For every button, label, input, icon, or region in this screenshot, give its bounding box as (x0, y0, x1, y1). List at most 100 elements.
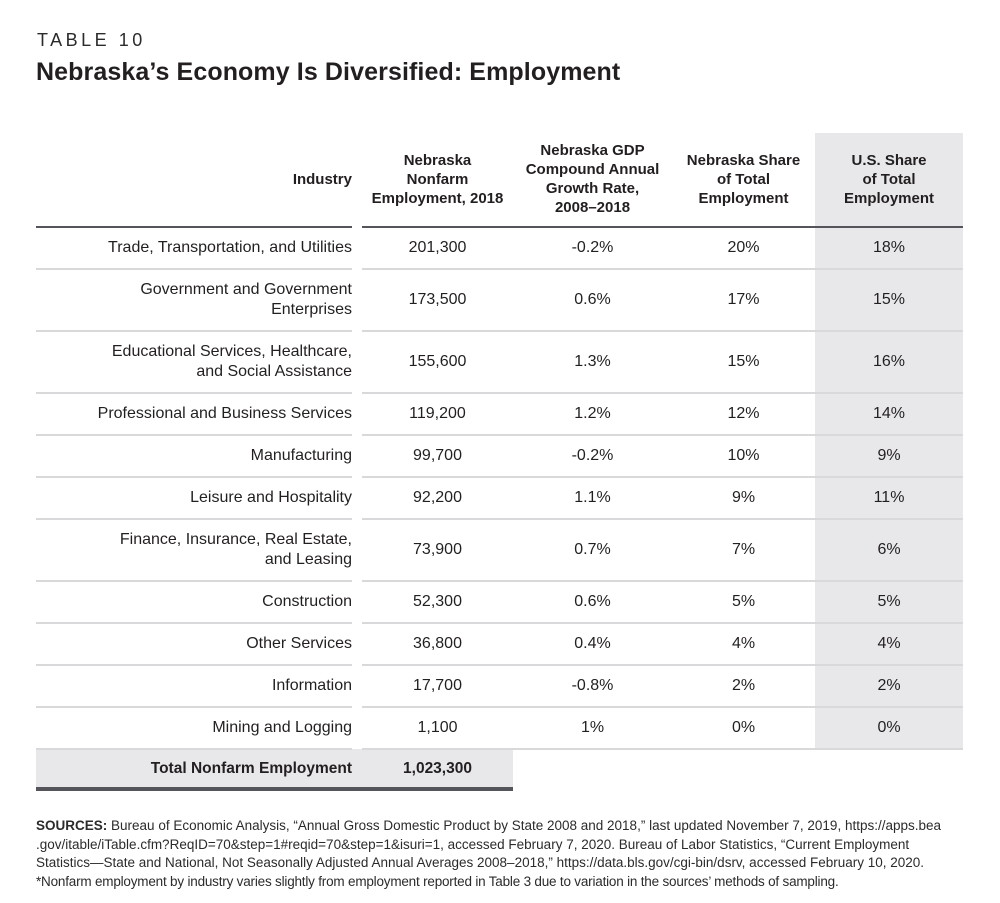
table-row: Finance, Insurance, Real Estate, and Lea… (36, 519, 963, 582)
header-employment: Nebraska Nonfarm Employment, 2018 (362, 133, 513, 228)
ne-share-cell: 2% (672, 665, 815, 708)
growth-cell: -0.8% (513, 665, 672, 708)
industry-cell: Educational Services, Healthcare, and So… (36, 331, 352, 394)
ne-share-cell: 20% (672, 227, 815, 270)
table-row: Government and Government Enterprises 173… (36, 269, 963, 332)
sources-line-2: .gov/itable/iTable.cfm?ReqID=70&step=1#r… (36, 836, 910, 852)
growth-cell: 0.6% (513, 269, 672, 332)
ne-share-cell: 4% (672, 623, 815, 666)
growth-cell: 0.4% (513, 623, 672, 666)
industry-cell: Other Services (36, 623, 352, 666)
industry-cell: Manufacturing (36, 435, 352, 478)
ne-share-cell: 7% (672, 519, 815, 582)
ne-share-cell: 15% (672, 331, 815, 394)
total-gap (352, 749, 362, 791)
ne-share-cell: 0% (672, 707, 815, 750)
employment-cell: 173,500 (362, 269, 513, 332)
table-eyebrow: TABLE 10 (37, 30, 146, 50)
total-value: 1,023,300 (362, 749, 513, 791)
table-row: Information 17,700 -0.8% 2% 2% (36, 665, 963, 708)
employment-cell: 17,700 (362, 665, 513, 708)
employment-cell: 92,200 (362, 477, 513, 520)
growth-cell: 1.1% (513, 477, 672, 520)
employment-cell: 155,600 (362, 331, 513, 394)
table-row: Manufacturing 99,700 -0.2% 10% 9% (36, 435, 963, 478)
us-share-cell: 4% (815, 623, 963, 666)
us-share-cell: 11% (815, 477, 963, 520)
gap-cell (352, 477, 362, 519)
gap-cell (352, 519, 362, 581)
page-title: Nebraska’s Economy Is Diversified: Emplo… (36, 58, 621, 86)
ne-share-cell: 5% (672, 581, 815, 624)
industry-cell: Professional and Business Services (36, 393, 352, 436)
industry-cell: Leisure and Hospitality (36, 477, 352, 520)
gap-cell (352, 665, 362, 707)
growth-cell: 1% (513, 707, 672, 750)
us-share-cell: 18% (815, 227, 963, 270)
us-share-cell: 16% (815, 331, 963, 394)
employment-cell: 201,300 (362, 227, 513, 270)
ne-share-cell: 9% (672, 477, 815, 520)
footnote-line: *Nonfarm employment by industry varies s… (36, 873, 839, 889)
us-share-cell: 5% (815, 581, 963, 624)
table-body: Trade, Transportation, and Utilities 201,… (36, 227, 963, 750)
industry-cell: Trade, Transportation, and Utilities (36, 227, 352, 270)
header-gap (352, 133, 362, 227)
gap-cell (352, 435, 362, 477)
growth-cell: 0.7% (513, 519, 672, 582)
gap-cell (352, 393, 362, 435)
gap-cell (352, 269, 362, 331)
employment-cell: 119,200 (362, 393, 513, 436)
table-row: Construction 52,300 0.6% 5% 5% (36, 581, 963, 624)
total-label: Total Nonfarm Employment (36, 749, 352, 791)
growth-cell: 1.2% (513, 393, 672, 436)
table-row: Other Services 36,800 0.4% 4% 4% (36, 623, 963, 666)
header-us-share: U.S. Share of Total Employment (815, 133, 963, 228)
gap-cell (352, 331, 362, 393)
gap-cell (352, 227, 362, 269)
us-share-cell: 14% (815, 393, 963, 436)
employment-cell: 1,100 (362, 707, 513, 750)
industry-cell: Finance, Insurance, Real Estate, and Lea… (36, 519, 352, 582)
table-row: Educational Services, Healthcare, and So… (36, 331, 963, 394)
table-row: Leisure and Hospitality 92,200 1.1% 9% 11% (36, 477, 963, 520)
total-row: Total Nonfarm Employment 1,023,300 (36, 749, 963, 791)
us-share-cell: 6% (815, 519, 963, 582)
table-row: Mining and Logging 1,100 1% 0% 0% (36, 707, 963, 750)
header-industry: Industry (36, 133, 352, 228)
us-share-cell: 15% (815, 269, 963, 332)
employment-table: Industry Nebraska Nonfarm Employment, 20… (36, 133, 963, 791)
industry-cell: Government and Government Enterprises (36, 269, 352, 332)
table-header-row: Industry Nebraska Nonfarm Employment, 20… (36, 133, 963, 228)
footer: SOURCES: Bureau of Economic Analysis, “A… (36, 817, 966, 891)
header-growth: Nebraska GDP Compound Annual Growth Rate… (513, 133, 672, 228)
gap-cell (352, 581, 362, 623)
us-share-cell: 9% (815, 435, 963, 478)
industry-cell: Construction (36, 581, 352, 624)
growth-cell: 1.3% (513, 331, 672, 394)
us-share-cell: 0% (815, 707, 963, 750)
sources-line-1: SOURCES: Bureau of Economic Analysis, “A… (36, 818, 942, 833)
employment-cell: 99,700 (362, 435, 513, 478)
employment-cell: 73,900 (362, 519, 513, 582)
total-blank (513, 749, 963, 789)
table-row: Trade, Transportation, and Utilities 201,… (36, 227, 963, 270)
growth-cell: -0.2% (513, 227, 672, 270)
ne-share-cell: 17% (672, 269, 815, 332)
table-row: Professional and Business Services 119,20… (36, 393, 963, 436)
employment-cell: 52,300 (362, 581, 513, 624)
sources-line-3: Statistics—State and National, Not Seaso… (36, 855, 925, 870)
industry-cell: Mining and Logging (36, 707, 352, 750)
gap-cell (352, 707, 362, 749)
employment-cell: 36,800 (362, 623, 513, 666)
ne-share-cell: 10% (672, 435, 815, 478)
ne-share-cell: 12% (672, 393, 815, 436)
gap-cell (352, 623, 362, 665)
sources-label: SOURCES: (36, 818, 108, 833)
growth-cell: 0.6% (513, 581, 672, 624)
header-ne-share: Nebraska Share of Total Employment (672, 133, 815, 228)
growth-cell: -0.2% (513, 435, 672, 478)
industry-cell: Information (36, 665, 352, 708)
us-share-cell: 2% (815, 665, 963, 708)
